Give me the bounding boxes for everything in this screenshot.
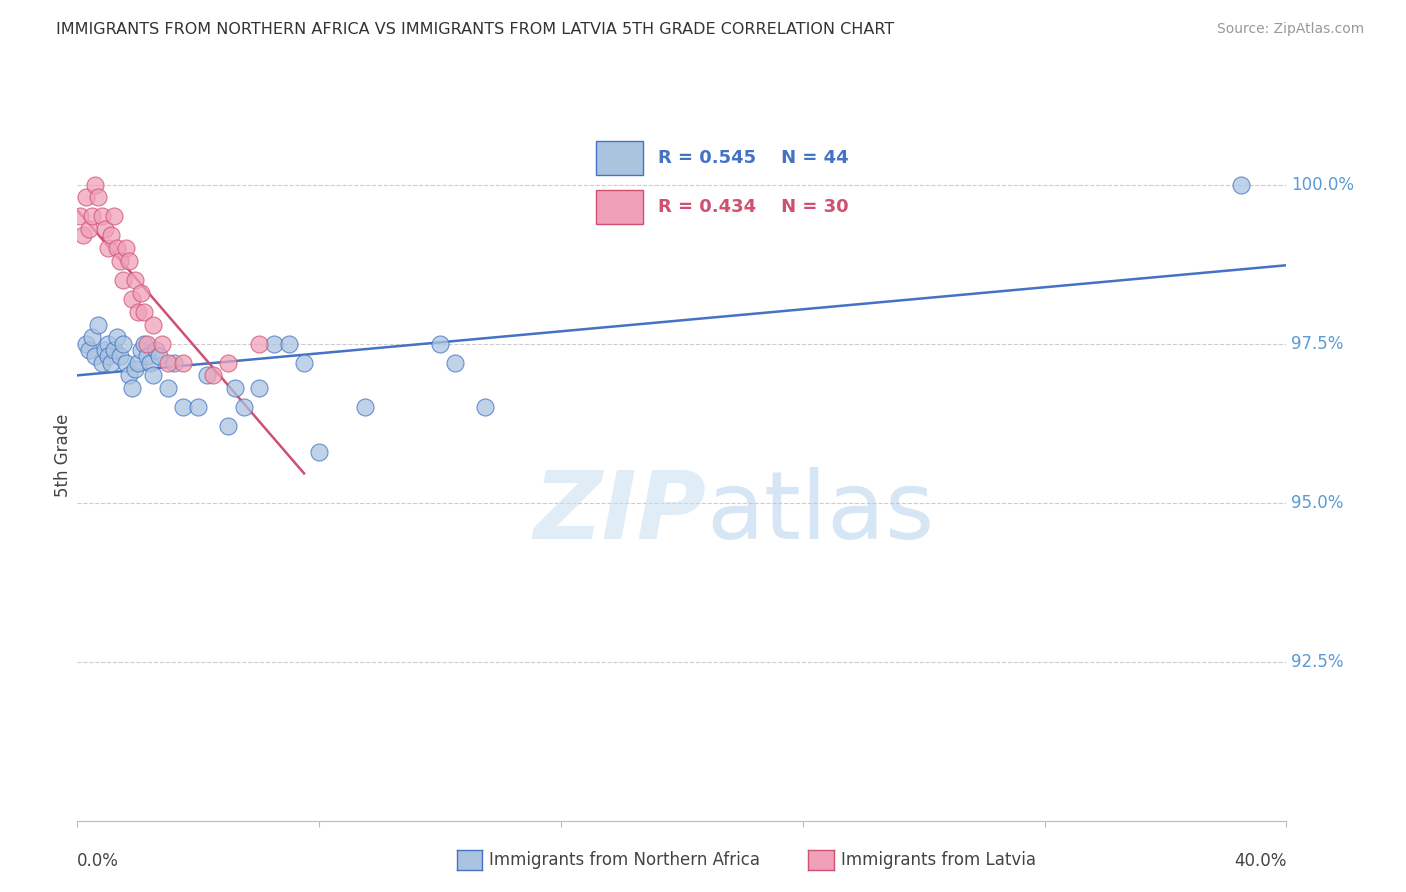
Point bbox=[96, 241, 118, 255]
Point bbox=[232, 401, 254, 415]
Point bbox=[121, 381, 143, 395]
Point bbox=[195, 368, 218, 383]
Point bbox=[247, 381, 270, 395]
Point bbox=[103, 210, 125, 224]
Point bbox=[90, 210, 112, 224]
Point bbox=[278, 336, 301, 351]
Point bbox=[474, 401, 496, 415]
Point bbox=[84, 349, 107, 363]
Point bbox=[247, 336, 270, 351]
Point bbox=[72, 228, 94, 243]
Point bbox=[118, 254, 141, 268]
Point bbox=[105, 241, 128, 255]
Point bbox=[129, 285, 152, 300]
Point bbox=[82, 210, 104, 224]
Point bbox=[103, 343, 125, 357]
Point bbox=[1230, 178, 1253, 192]
Point bbox=[135, 336, 157, 351]
Point bbox=[121, 292, 143, 306]
Point bbox=[93, 222, 115, 236]
Point bbox=[132, 336, 155, 351]
Point bbox=[163, 356, 186, 370]
Point bbox=[79, 222, 101, 236]
Point bbox=[224, 381, 246, 395]
Point bbox=[142, 318, 165, 332]
Point bbox=[139, 356, 162, 370]
Point bbox=[202, 368, 225, 383]
Point bbox=[148, 349, 170, 363]
Text: IMMIGRANTS FROM NORTHERN AFRICA VS IMMIGRANTS FROM LATVIA 5TH GRADE CORRELATION : IMMIGRANTS FROM NORTHERN AFRICA VS IMMIG… bbox=[56, 22, 894, 37]
Point bbox=[96, 336, 118, 351]
Text: atlas: atlas bbox=[706, 467, 935, 559]
Point bbox=[157, 381, 180, 395]
Point bbox=[100, 356, 122, 370]
Point bbox=[150, 336, 173, 351]
Point bbox=[353, 401, 375, 415]
Point bbox=[96, 349, 118, 363]
Point bbox=[145, 343, 167, 357]
Point bbox=[114, 356, 136, 370]
Point bbox=[87, 318, 110, 332]
Point bbox=[124, 362, 146, 376]
Text: 97.5%: 97.5% bbox=[1291, 334, 1343, 352]
Point bbox=[114, 241, 136, 255]
Text: 95.0%: 95.0% bbox=[1291, 493, 1343, 512]
Point bbox=[100, 228, 122, 243]
Text: 0.0%: 0.0% bbox=[77, 853, 120, 871]
Point bbox=[127, 305, 149, 319]
Point bbox=[218, 419, 240, 434]
Point bbox=[90, 356, 112, 370]
Text: 40.0%: 40.0% bbox=[1234, 853, 1286, 871]
Point bbox=[135, 349, 157, 363]
Text: Immigrants from Northern Africa: Immigrants from Northern Africa bbox=[489, 851, 761, 869]
Point bbox=[82, 330, 104, 344]
Text: 92.5%: 92.5% bbox=[1291, 653, 1343, 671]
Point bbox=[142, 368, 165, 383]
Point bbox=[444, 356, 467, 370]
Point bbox=[263, 336, 285, 351]
Text: Immigrants from Latvia: Immigrants from Latvia bbox=[841, 851, 1036, 869]
Point bbox=[79, 343, 101, 357]
Point bbox=[87, 190, 110, 204]
Point bbox=[111, 273, 134, 287]
Text: ZIP: ZIP bbox=[533, 467, 706, 559]
Point bbox=[429, 336, 451, 351]
Y-axis label: 5th Grade: 5th Grade bbox=[53, 413, 72, 497]
Point bbox=[69, 210, 91, 224]
Point bbox=[218, 356, 240, 370]
Point bbox=[127, 356, 149, 370]
Point bbox=[111, 336, 134, 351]
Point bbox=[84, 178, 107, 192]
Point bbox=[157, 356, 180, 370]
Point bbox=[187, 401, 209, 415]
Point bbox=[75, 190, 97, 204]
Point bbox=[118, 368, 141, 383]
Point bbox=[75, 336, 97, 351]
Point bbox=[308, 444, 330, 458]
Text: Source: ZipAtlas.com: Source: ZipAtlas.com bbox=[1216, 22, 1364, 37]
Point bbox=[108, 349, 131, 363]
Point bbox=[108, 254, 131, 268]
Point bbox=[172, 356, 194, 370]
Point bbox=[124, 273, 146, 287]
Point bbox=[292, 356, 315, 370]
Point bbox=[105, 330, 128, 344]
Point bbox=[132, 305, 155, 319]
Text: 100.0%: 100.0% bbox=[1291, 176, 1354, 194]
Point bbox=[129, 343, 152, 357]
Point bbox=[172, 401, 194, 415]
Point bbox=[93, 343, 115, 357]
